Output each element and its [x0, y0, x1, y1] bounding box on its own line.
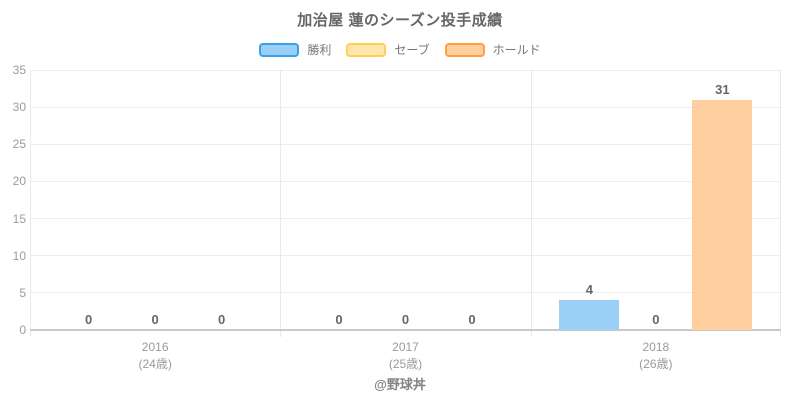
x-tick-age: (24歳) — [138, 357, 172, 371]
gridline-y — [30, 180, 781, 182]
chart-legend: 勝利 セーブ ホールド — [0, 41, 800, 58]
value-label: 0 — [218, 312, 226, 327]
x-tick-year: 2018 — [642, 340, 670, 354]
y-axis-tick-label: 10 — [12, 248, 26, 263]
y-axis-tick-label: 15 — [12, 211, 26, 226]
legend-label: ホールド — [492, 43, 541, 57]
y-axis-tick-label: 25 — [12, 137, 26, 152]
plot-area: 0 0 0 0 0 0 4 0 31 — [30, 69, 781, 337]
legend-item-セーブ[interactable]: セーブ — [346, 41, 430, 58]
gridline-y — [30, 143, 781, 145]
value-label: 0 — [85, 312, 93, 327]
y-axis-tick-label: 30 — [12, 100, 26, 115]
x-axis-tick-label: 2018 (26歳) — [601, 339, 711, 373]
x-tick-year: 2017 — [392, 340, 419, 354]
x-axis-tick-label: 2017 (25歳) — [351, 339, 461, 373]
gridline-y — [30, 106, 781, 108]
value-label: 0 — [468, 312, 476, 327]
x-tick-age: (26歳) — [639, 357, 673, 371]
gridline-x — [780, 70, 781, 337]
value-label: 0 — [401, 312, 410, 327]
value-label: 31 — [715, 81, 730, 97]
y-axis-tick-label: 35 — [12, 63, 26, 77]
y-axis-tick-label: 5 — [19, 285, 26, 300]
x-tick-year: 2016 — [141, 340, 169, 354]
legend-item-勝利[interactable]: 勝利 — [259, 41, 331, 58]
x-tick-age: (25歳) — [388, 357, 423, 371]
value-label: 4 — [585, 282, 593, 298]
chart-title: 加治屋 蓮のシーズン投手成績 — [297, 12, 503, 29]
gridline-y — [30, 292, 781, 294]
legend-item-ホールド[interactable]: ホールド — [444, 41, 541, 58]
legend-swatch-icon — [346, 42, 387, 57]
credit-text: @野球丼 — [374, 377, 426, 392]
legend-label: セーブ — [394, 43, 430, 57]
legend-swatch-icon — [444, 42, 485, 57]
x-axis-line — [30, 329, 781, 331]
x-axis-tick-label: 2016 (24歳) — [100, 339, 210, 373]
y-axis-tick-label: 0 — [19, 323, 26, 337]
gridline-x — [30, 70, 31, 337]
gridline-x — [280, 70, 281, 337]
value-label: 0 — [151, 312, 159, 327]
gridline-y — [30, 255, 781, 257]
bar-勝利 — [559, 300, 620, 330]
legend-label: 勝利 — [307, 43, 332, 57]
legend-swatch-icon — [259, 42, 300, 57]
gridline-y — [30, 218, 781, 220]
gridline-x — [531, 70, 532, 337]
y-axis-tick-label: 20 — [12, 174, 26, 189]
value-label: 0 — [652, 312, 660, 327]
value-label: 0 — [335, 312, 343, 327]
gridline-y — [30, 69, 781, 71]
bar-ホールド — [692, 99, 753, 330]
